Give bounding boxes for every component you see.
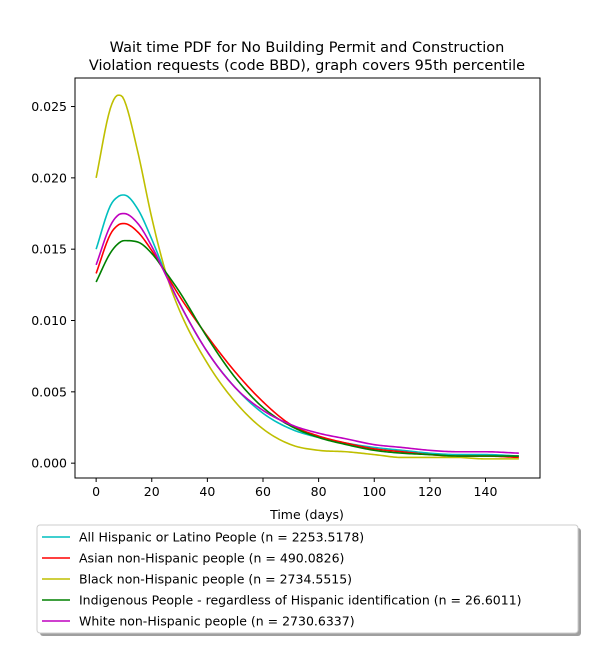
chart-title-line-1: Wait time PDF for No Building Permit and…	[110, 40, 505, 56]
x-tick-label: 60	[255, 484, 271, 499]
series-layer	[95, 94, 519, 460]
legend-label-3: Indigenous People - regardless of Hispan…	[79, 593, 522, 608]
x-tick-label: 0	[92, 484, 100, 499]
y-tick-label: 0.010	[31, 313, 67, 328]
x-tick-label: 120	[418, 484, 442, 499]
series-line-3	[95, 239, 519, 457]
legend-label-1: Asian non-Hispanic people (n = 490.0826)	[79, 551, 344, 566]
series-line-4	[95, 212, 519, 454]
legend-box	[36, 524, 579, 634]
legend-label-2: Black non-Hispanic people (n = 2734.5515…	[79, 572, 352, 587]
x-tick-label: 20	[144, 484, 160, 499]
y-tick-label: 0.000	[31, 456, 67, 471]
series-line-0	[95, 194, 519, 457]
y-tick-label: 0.005	[31, 384, 67, 399]
y-tick-label: 0.020	[31, 170, 67, 185]
x-tick-label: 80	[311, 484, 327, 499]
x-tick-label: 140	[474, 484, 498, 499]
y-tick-label: 0.025	[31, 99, 67, 114]
x-tick-label: 100	[362, 484, 386, 499]
legend-label-0: All Hispanic or Latino People (n = 2253.…	[79, 530, 364, 545]
plot-frame	[74, 77, 541, 479]
x-tick-label: 40	[199, 484, 215, 499]
axis-layer: 0 20 40 60 80 100 120 140 0.000 0.005 0.010 0.015 0.…	[31, 99, 497, 499]
series-line-2	[95, 94, 519, 460]
chart-title-line-2: Violation requests (code BBD), graph cov…	[89, 58, 525, 74]
x-axis-label: Time (days)	[269, 507, 344, 522]
y-tick-label: 0.015	[31, 242, 67, 257]
legend-label-4: White non-Hispanic people (n = 2730.6337…	[79, 614, 355, 629]
legend: All Hispanic or Latino People (n = 2253.…	[36, 524, 581, 636]
